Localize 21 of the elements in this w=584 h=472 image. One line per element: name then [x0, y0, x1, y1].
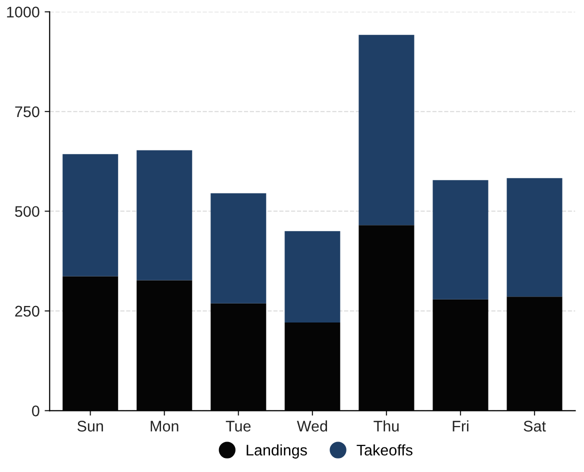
x-tick-label: Mon	[150, 420, 178, 432]
y-tick-label: 0	[32, 406, 40, 416]
bar	[136, 150, 192, 280]
x-tick-label: Sat	[524, 420, 546, 432]
bar	[432, 180, 488, 300]
y-tick-label: 750	[15, 106, 40, 118]
x-tick-label: Sun	[77, 420, 103, 432]
bar	[358, 34, 414, 226]
legend-label: Takeoffs	[356, 444, 412, 456]
x-tick-label: Tue	[226, 420, 251, 432]
bar	[210, 193, 266, 304]
bar	[62, 154, 118, 276]
x-tick-label: Thu	[374, 420, 399, 432]
y-tick-label: 250	[15, 306, 40, 317]
y-tick-label: 500	[15, 206, 40, 217]
x-tick-label: Fri	[452, 420, 468, 432]
y-tick-label: 1000	[7, 6, 40, 18]
bar	[284, 231, 340, 322]
legend-label: Landings	[246, 444, 307, 459]
x-tick-label: Wed	[296, 420, 328, 432]
bar	[506, 178, 562, 297]
